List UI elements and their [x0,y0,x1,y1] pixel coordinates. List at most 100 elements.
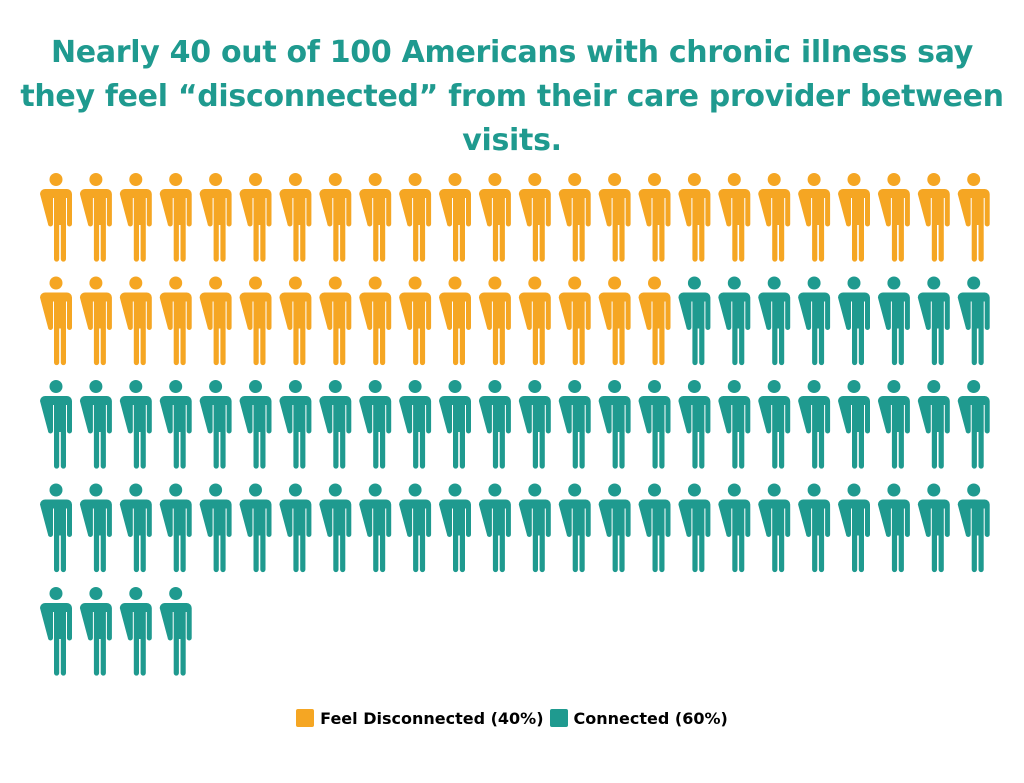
person-icon [199,173,232,262]
person-icon [199,483,232,573]
person-icon [838,173,870,262]
person-icon [279,276,312,366]
person-icon [40,587,72,676]
person-icon [119,380,152,469]
person-icon [718,380,751,469]
person-icon [79,173,112,262]
person-icon [558,483,591,573]
person-icon [518,173,551,262]
person-icon [478,380,511,469]
person-icon [40,380,72,469]
legend-label-connected: Connected (60%) [573,708,728,728]
person-icon [159,173,192,262]
person-icon [199,380,232,469]
person-icon [399,483,432,573]
legend-label-disconnected: Feel Disconnected (40%) [320,708,544,728]
legend-swatch-disconnected [296,709,315,727]
person-icon [917,173,950,262]
person-icon [319,483,352,573]
person-icon [798,173,831,262]
person-icon [798,276,831,366]
person-icon [319,276,352,366]
person-icon [917,380,950,469]
person-icon [558,173,591,262]
person-icon [758,380,791,469]
person-icon [159,276,192,366]
person-icon [917,276,950,366]
person-icon [279,483,312,573]
person-icon [439,380,471,469]
person-icon [478,276,511,366]
person-icon [359,380,392,469]
legend-item-disconnected: Feel Disconnected (40%) [296,708,544,728]
person-icon [638,483,671,573]
person-icon [79,483,112,573]
person-icon [838,276,870,366]
person-icon [279,173,312,262]
person-icon [598,173,631,262]
person-icon [79,380,112,469]
legend-swatch-connected [549,709,568,727]
person-icon [439,483,471,573]
person-icon [718,173,751,262]
person-icon [678,380,711,469]
person-icon [119,587,152,676]
person-icon [319,380,352,469]
person-icon [359,483,392,573]
person-icon [79,276,112,366]
person-icon [598,276,631,366]
person-icon [119,173,152,262]
person-icon [638,380,671,469]
person-icon [558,276,591,366]
person-icon [159,483,192,573]
person-icon [598,483,631,573]
person-icon [957,380,990,469]
person-icon [518,380,551,469]
person-icon [758,173,791,262]
person-icon [159,380,192,469]
person-icon [877,173,910,262]
person-icon [957,276,990,366]
person-icon [119,483,152,573]
person-icon [399,173,432,262]
person-icon [40,173,72,262]
person-icon [439,173,471,262]
person-icon [877,483,910,573]
person-icon [598,380,631,469]
person-icon [399,380,432,469]
person-icon [957,483,990,573]
person-icon [678,483,711,573]
person-icon [838,380,870,469]
person-icon [518,483,551,573]
person-icon [119,276,152,366]
person-icon [40,483,72,573]
legend-item-connected: Connected (60%) [549,708,728,728]
person-icon [638,276,671,366]
person-icon [877,380,910,469]
person-icon [199,276,232,366]
person-icon [758,276,791,366]
person-icon [798,483,831,573]
person-icon [239,380,272,469]
person-icon [718,276,751,366]
person-icon [638,173,671,262]
person-icon [239,276,272,366]
person-icon [718,483,751,573]
person-icon [239,483,272,573]
person-icon [359,173,392,262]
chart-title: Nearly 40 out of 100 Americans with chro… [20,35,1004,158]
person-icon [279,380,312,469]
person-icon [798,380,831,469]
person-icon [399,276,432,366]
person-icon [478,173,511,262]
person-icon [79,587,112,676]
person-icon [159,587,192,676]
person-icon [917,483,950,573]
person-icon [957,173,990,262]
person-icon [758,483,791,573]
person-icon [319,173,352,262]
person-icon [877,276,910,366]
person-icon [678,276,711,366]
person-icon [558,380,591,469]
